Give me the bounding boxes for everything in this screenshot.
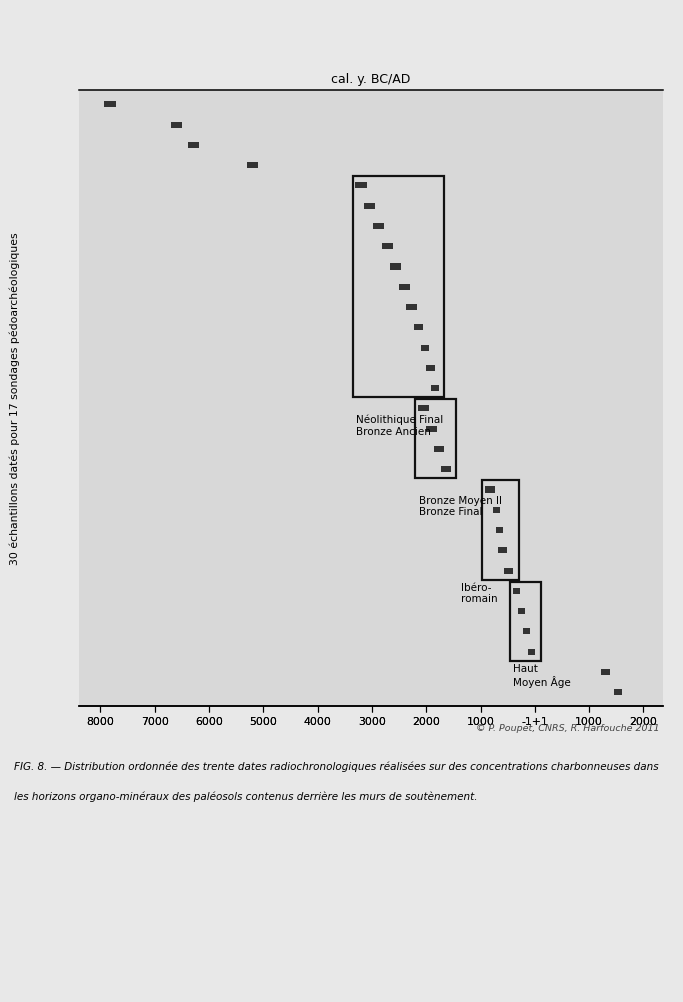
Bar [382, 243, 393, 249]
Bar [485, 487, 495, 493]
Bar [247, 162, 257, 168]
Bar [414, 325, 423, 331]
Bar [391, 264, 401, 270]
Bar [364, 202, 375, 208]
Bar [523, 628, 530, 634]
Bar [613, 689, 622, 695]
Bar [189, 142, 199, 148]
Bar [417, 406, 430, 412]
Text: Bronze Moyen II
Bronze Final: Bronze Moyen II Bronze Final [419, 496, 501, 517]
Bar [518, 608, 525, 614]
Bar [441, 466, 451, 472]
Bar [498, 547, 507, 553]
Bar [504, 567, 514, 573]
Bar [510, 582, 541, 660]
Bar [601, 669, 610, 675]
Bar [482, 480, 519, 580]
Text: les horizons organo-minéraux des paléosols contenus derrière les murs de soutène: les horizons organo-minéraux des paléoso… [14, 792, 477, 802]
Bar [426, 426, 437, 432]
X-axis label: cal. y. BC/AD: cal. y. BC/AD [331, 73, 410, 86]
Bar [496, 527, 503, 533]
Bar [104, 101, 116, 107]
Bar [171, 121, 182, 127]
Text: Haut
Moyen Âge: Haut Moyen Âge [513, 664, 571, 687]
Bar [529, 648, 535, 654]
Bar [415, 400, 456, 478]
Bar [421, 345, 430, 351]
Bar [426, 365, 434, 371]
Text: FIG. 8. — Distribution ordonnée des trente dates radiochronologiques réalisées s: FIG. 8. — Distribution ordonnée des tren… [14, 762, 658, 772]
Bar [354, 182, 367, 188]
Bar [434, 446, 445, 452]
Text: Néolithique Final
Bronze Ancien: Néolithique Final Bronze Ancien [356, 415, 443, 437]
Bar [431, 385, 438, 391]
Text: Ibéro-
romain: Ibéro- romain [461, 583, 498, 604]
Bar [492, 507, 500, 513]
Bar [399, 284, 410, 290]
Bar [514, 588, 520, 594]
Bar [406, 304, 417, 310]
Bar [373, 223, 384, 229]
Text: © P. Poupet, CNRS, R. Harfouche 2011: © P. Poupet, CNRS, R. Harfouche 2011 [475, 724, 659, 733]
Text: 30 échantillons datés pour 17 sondages pédoarchéologiques: 30 échantillons datés pour 17 sondages p… [10, 232, 20, 564]
Bar [353, 176, 444, 397]
